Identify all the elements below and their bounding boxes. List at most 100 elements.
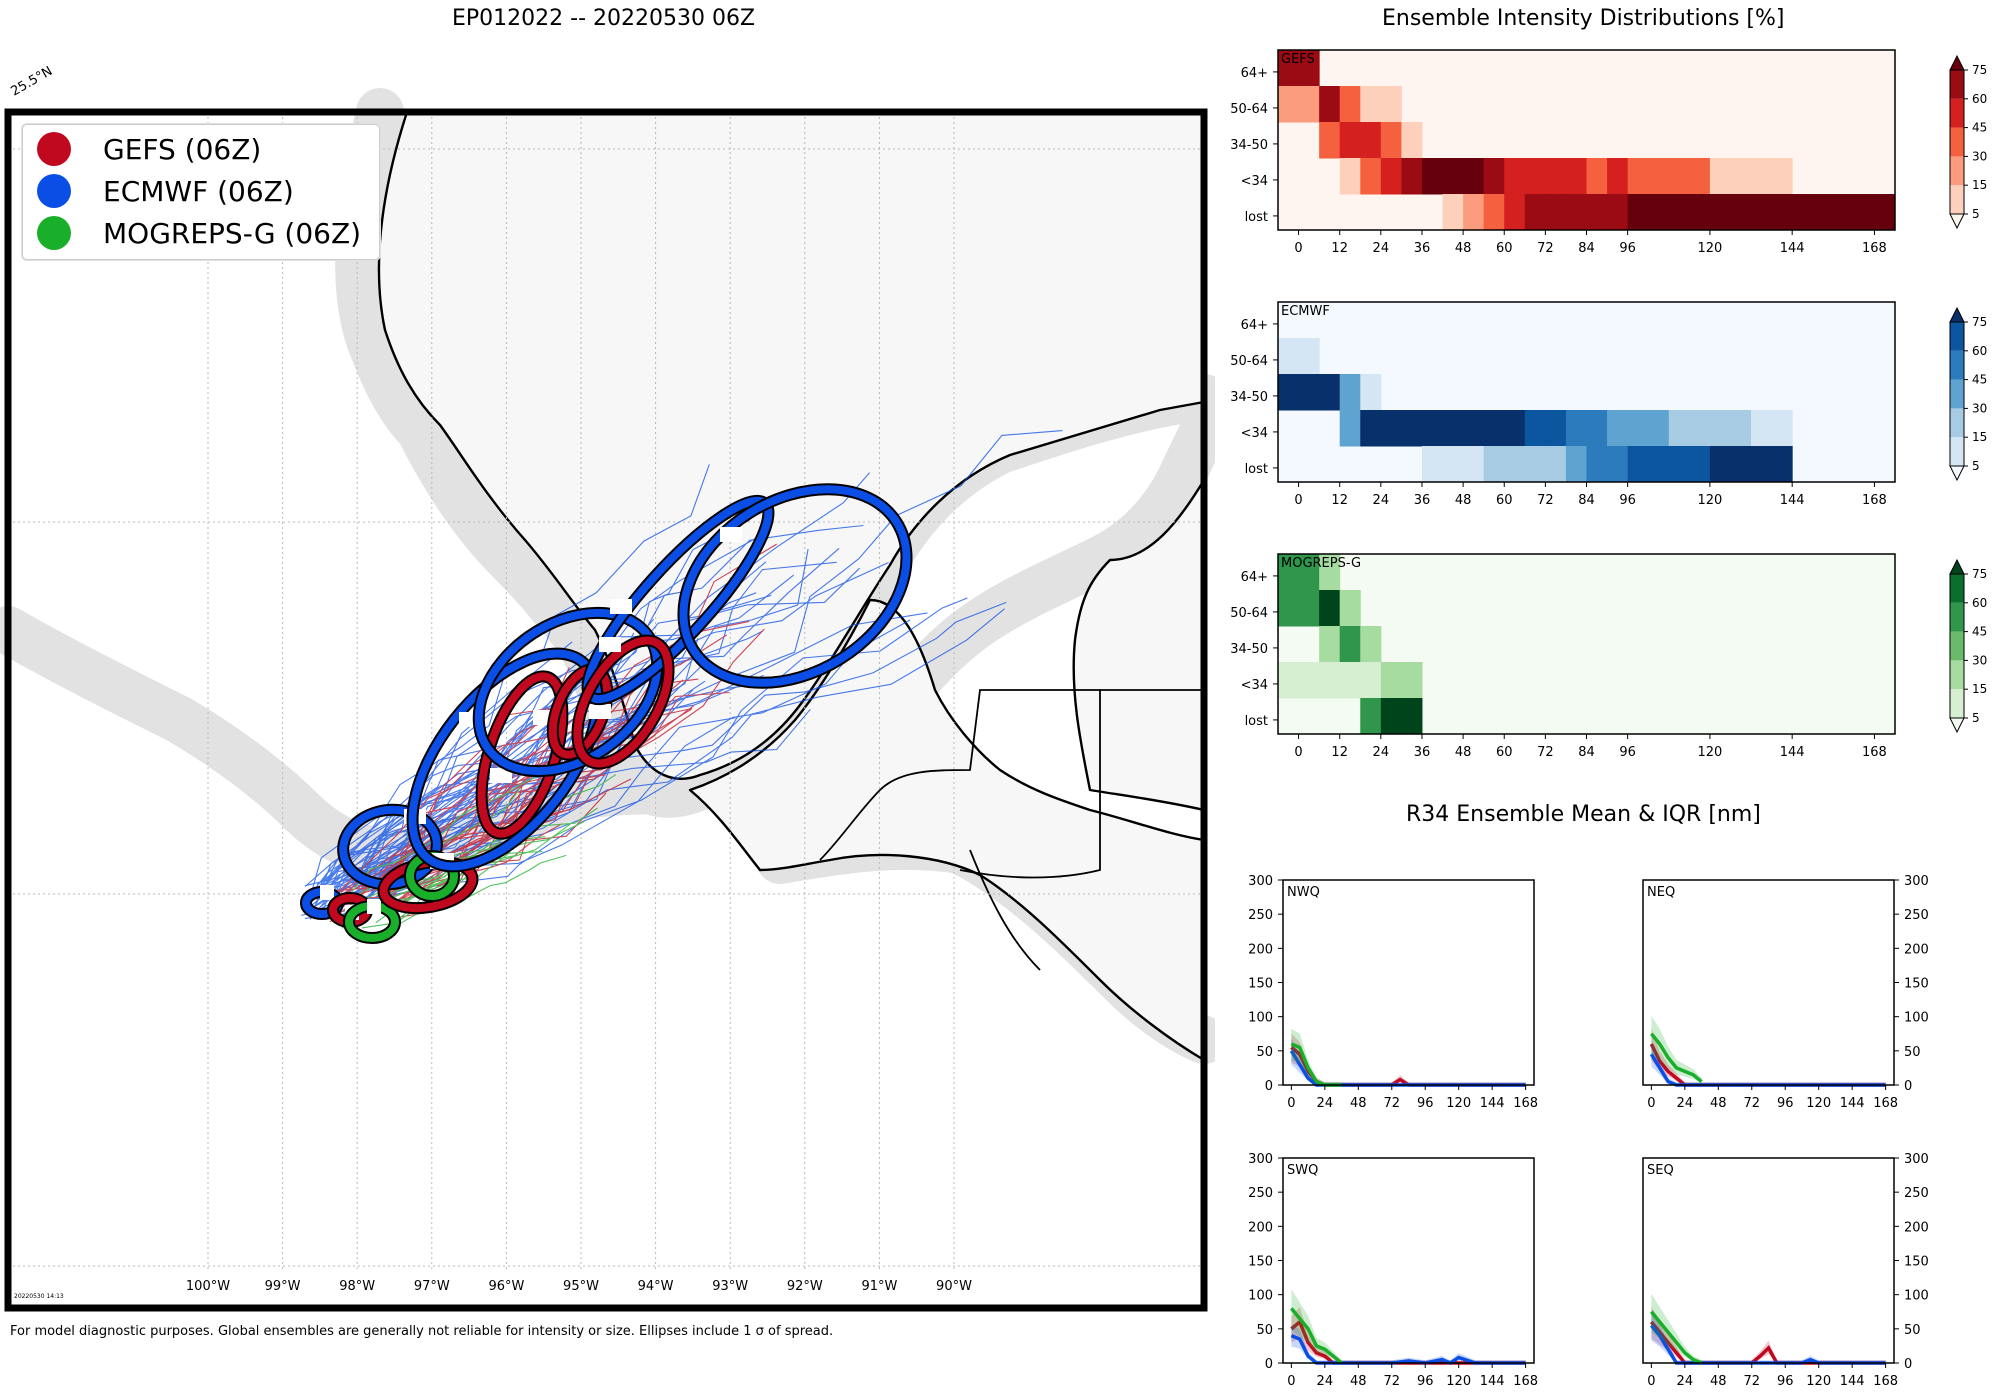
r34-x-tick: 0 — [1287, 1096, 1295, 1111]
heatmap-cell — [1586, 158, 1608, 195]
heatmap-cell — [1709, 158, 1752, 195]
ellipse-label-bg — [367, 899, 381, 914]
ellipse-mogreps-g: 0 — [343, 899, 401, 944]
heatmap-panel-label: ECMWF — [1281, 304, 1330, 319]
r34-mean-line — [1290, 1307, 1343, 1365]
heatmap-cell — [1833, 194, 1896, 231]
heatmap-cell — [1401, 662, 1423, 699]
heatmap-y-tick: lost — [1245, 714, 1268, 729]
heatmap-cell — [1545, 158, 1567, 195]
country-borders — [819, 689, 1204, 971]
heatmap-cell — [1751, 158, 1793, 195]
r34-iqr-band — [1291, 1289, 1342, 1363]
colorbar-segment — [1950, 689, 1964, 718]
r34-plot-area — [1283, 1158, 1534, 1363]
r34-y-tick: 0 — [1904, 1357, 1912, 1372]
colorbar-min-extend — [1949, 465, 1965, 482]
heatmap-cell — [1278, 554, 1320, 591]
r34-mean-line — [1650, 1310, 1703, 1365]
heatmap-x-tick: 24 — [1373, 493, 1390, 508]
r34-mean-line — [1650, 1032, 1703, 1083]
heatmap-colorbar: 5 15 30 45 60 75 — [1949, 54, 1987, 230]
legend-marker-ecmwf — [37, 174, 71, 208]
colorbar-segment — [1950, 437, 1964, 466]
colorbar-max-extend — [1949, 54, 1965, 71]
r34-x-tick: 72 — [1743, 1374, 1760, 1389]
heatmap-cell — [1380, 158, 1402, 195]
colorbar-frame — [1949, 69, 1965, 215]
heatmap-cell — [1339, 86, 1361, 123]
r34-x-tick: 120 — [1446, 1096, 1471, 1111]
heatmap-y-tick: <34 — [1241, 174, 1268, 189]
legend-entry-ecmwf: ECMWF (06Z) — [37, 171, 294, 211]
r34-iqr-band — [1651, 1028, 1886, 1085]
legend-label-mogreps: MOGREPS-G (06Z) — [103, 216, 362, 250]
heatmap-x-tick: 12 — [1331, 241, 1348, 256]
heatmap-x-tick: 96 — [1619, 493, 1636, 508]
heatmap-cell — [1421, 446, 1444, 483]
colorbar-frame — [1949, 573, 1965, 719]
colorbar-segment — [1950, 70, 1964, 99]
map-timestamp: 20220530 14:13 — [14, 1293, 64, 1300]
heatmap-cell — [1360, 698, 1382, 735]
heatmap-cell — [1421, 158, 1444, 195]
heatmap-cell — [1565, 158, 1587, 195]
r34-x-tick: 0 — [1647, 1374, 1655, 1389]
longitude-label: 94°W — [638, 1279, 674, 1294]
colorbar-min-extend — [1949, 213, 1965, 230]
heatmap-cell — [1668, 446, 1711, 483]
heatmap-cell — [1668, 158, 1711, 195]
heatmap-cell — [1565, 446, 1587, 483]
r34-y-tick: 300 — [1904, 874, 1929, 889]
heatmap-cell — [1504, 446, 1526, 483]
r34-y-tick: 0 — [1265, 1357, 1273, 1372]
heatmap-colorbar: 5 15 30 45 60 75 — [1949, 558, 1987, 734]
heatmap-x-tick: 12 — [1331, 745, 1348, 760]
r34-x-tick: 144 — [1840, 1096, 1865, 1111]
heatmap-cell — [1668, 194, 1711, 231]
r34-y-tick: 100 — [1248, 1011, 1273, 1026]
heatmap-cell — [1751, 410, 1793, 447]
longitude-label: 91°W — [861, 1279, 897, 1294]
r34-y-tick: 250 — [1904, 1186, 1929, 1201]
heatmap-x-tick: 0 — [1294, 493, 1302, 508]
longitude-label: 100°W — [186, 1279, 230, 1294]
r34-x-tick: 24 — [1317, 1374, 1334, 1389]
colorbar-tick: 45 — [1972, 625, 1987, 639]
legend-entry-gefs: GEFS (06Z) — [37, 129, 261, 169]
map-frame: 00012121224243636484872 — [0, 88, 1215, 1312]
r34-x-tick: 24 — [1677, 1096, 1694, 1111]
heatmap-y-tick: <34 — [1241, 678, 1268, 693]
r34-y-tick: 150 — [1248, 977, 1273, 992]
ellipse-label-bg — [720, 527, 742, 542]
r34-y-tick: 300 — [1248, 1152, 1273, 1167]
heatmap-cell — [1565, 410, 1587, 447]
r34-y-tick: 150 — [1904, 1255, 1929, 1270]
r34-x-tick: 168 — [1513, 1374, 1538, 1389]
ellipse-ecmwf: 72 — [677, 483, 913, 689]
heatmap-cell — [1319, 626, 1341, 663]
r34-x-tick: 168 — [1873, 1374, 1898, 1389]
ellipse-ring — [679, 485, 911, 687]
longitude-label: 99°W — [265, 1279, 301, 1294]
heatmap-cell — [1751, 194, 1793, 231]
colorbar-segment — [1950, 574, 1964, 603]
heatmap-y-tick: 64+ — [1241, 66, 1268, 81]
heatmap-panel-ecmwf: ECMWF 64+ 50-64 34-50 <34 lost 0 12 24 36 48 60 72 84… — [1230, 301, 1987, 508]
heatmap-cell — [1319, 122, 1341, 159]
colorbar-tick: 60 — [1972, 596, 1987, 610]
heatmap-y-tick: 50-64 — [1230, 606, 1268, 621]
heatmap-panel-label: MOGREPS-G — [1281, 556, 1361, 571]
r34-x-tick: 120 — [1806, 1096, 1831, 1111]
r34-panel-nwq: NWQ 0 50 100 150 200 250 300 0 24 48 72 96 120 144 168 — [1248, 874, 1538, 1111]
colorbar-segment — [1950, 602, 1964, 632]
heatmap-cell — [1483, 446, 1505, 483]
ensemble-track — [320, 561, 837, 907]
r34-x-tick: 96 — [1417, 1096, 1434, 1111]
r34-mean-line — [1290, 1334, 1526, 1365]
heatmap-x-tick: 48 — [1455, 241, 1472, 256]
r34-y-tick: 150 — [1248, 1255, 1273, 1270]
map-legend: GEFS (06Z) ECMWF (06Z) MOGREPS-G (06Z) — [22, 124, 380, 260]
r34-x-tick: 72 — [1743, 1096, 1760, 1111]
heatmap-cell — [1792, 194, 1834, 231]
